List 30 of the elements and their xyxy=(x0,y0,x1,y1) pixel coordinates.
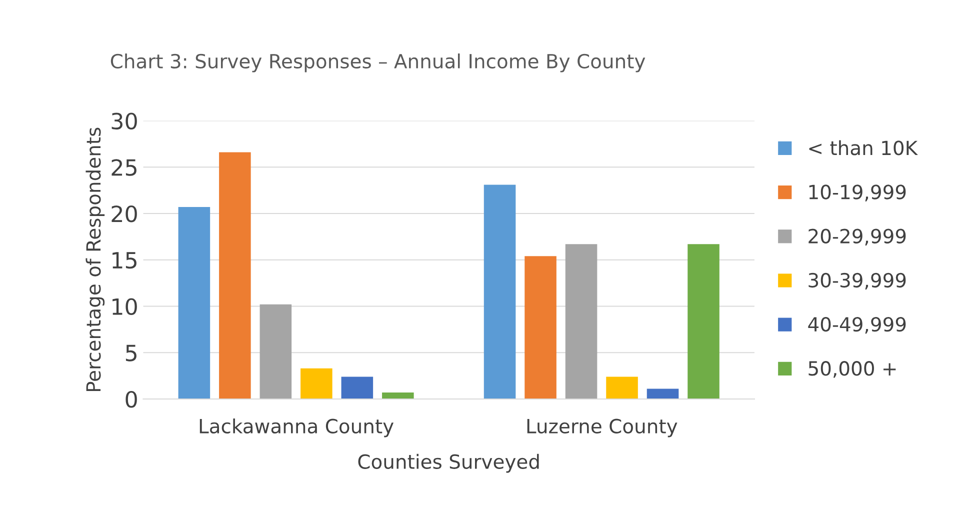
bar xyxy=(219,152,251,399)
bar xyxy=(300,368,332,399)
y-tick-label: 0 xyxy=(126,390,137,408)
y-tick-label: 25 xyxy=(112,159,136,176)
chart-title: Chart 3: Survey Responses – Annual Income By County xyxy=(110,53,646,72)
legend-label: 10-19,999 xyxy=(809,184,906,202)
legend-label: 40-49,999 xyxy=(808,316,906,334)
bar xyxy=(565,244,598,399)
bar xyxy=(524,256,556,399)
x-axis-title: Counties Surveyed xyxy=(358,454,539,473)
bar xyxy=(178,207,210,399)
legend-label: 30-39,999 xyxy=(808,272,906,290)
y-tick-label: 10 xyxy=(112,298,137,316)
y-axis-title: Percentage of Respondents xyxy=(86,128,105,392)
legend-label: 20-29,999 xyxy=(808,228,906,246)
bar xyxy=(484,184,516,399)
bar xyxy=(688,244,720,399)
x-tick-label: Luzerne County xyxy=(527,418,678,438)
bar xyxy=(341,376,374,399)
x-tick-label: Lackawanna County xyxy=(200,418,394,438)
bar xyxy=(646,388,679,399)
bar xyxy=(382,392,414,399)
bar xyxy=(260,304,292,399)
y-tick-label: 5 xyxy=(126,344,136,362)
y-tick-label: 20 xyxy=(112,205,137,222)
y-tick-label: 15 xyxy=(112,252,136,269)
legend-label: 50,000 + xyxy=(808,361,896,378)
y-tick-label: 30 xyxy=(112,112,137,130)
bar xyxy=(606,376,638,399)
legend-label: < than 10K xyxy=(809,140,918,156)
